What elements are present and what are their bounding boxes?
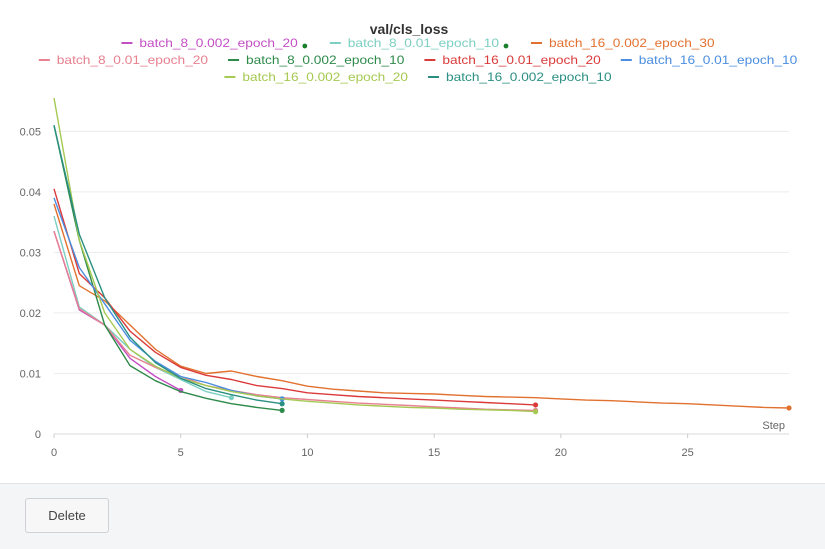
legend-label: batch_8_0.01_epoch_10 — [348, 36, 500, 50]
legend-item[interactable]: batch_8_0.002_epoch_20 — [121, 36, 308, 50]
x-tick-label: 5 — [178, 447, 184, 459]
y-axis: 0 0.01 0.02 0.03 0.04 0.05 — [20, 126, 41, 441]
series-end-point — [279, 407, 285, 413]
run-status-dot-icon — [302, 43, 308, 49]
legend-item[interactable]: batch_16_0.01_epoch_20 — [424, 53, 601, 67]
line-chart: val/cls_loss batch_8_0.002_epoch_20 batch… — [20, 21, 798, 459]
legend-label: batch_8_0.002_epoch_20 — [139, 36, 298, 50]
series-line-batch_16_0.002_epoch_10[interactable] — [53, 125, 283, 405]
legend-label: batch_16_0.01_epoch_10 — [639, 53, 798, 67]
legend-label: batch_8_0.01_epoch_20 — [57, 53, 209, 67]
chart-legend[interactable]: batch_8_0.002_epoch_20 batch_8_0.01_epoch… — [38, 36, 798, 84]
delete-button[interactable]: Delete — [25, 498, 109, 533]
legend-item[interactable]: batch_16_0.002_epoch_30 — [531, 36, 715, 50]
y-tick-label: 0.01 — [20, 368, 41, 380]
x-tick-label: 15 — [428, 447, 440, 459]
x-axis: 0 5 10 15 20 25 — [51, 434, 694, 459]
series-line-batch_16_0.01_epoch_20[interactable] — [53, 188, 536, 406]
x-axis-label: Step — [762, 420, 785, 432]
plot-lines[interactable] — [53, 97, 792, 415]
legend-label: batch_16_0.01_epoch_20 — [442, 53, 601, 67]
series-end-point — [786, 405, 792, 411]
legend-item[interactable]: batch_8_0.002_epoch_10 — [228, 53, 405, 67]
series-end-point — [228, 395, 235, 401]
footer-bar: Delete — [0, 483, 825, 549]
legend-label: batch_16_0.002_epoch_30 — [549, 36, 715, 50]
series-end-point — [532, 402, 539, 408]
legend-item[interactable]: batch_16_0.002_epoch_10 — [428, 70, 612, 84]
legend-item[interactable]: batch_16_0.002_epoch_20 — [224, 70, 408, 84]
legend-item[interactable]: batch_16_0.01_epoch_10 — [620, 53, 798, 67]
run-status-dot-icon — [503, 43, 509, 49]
legend-label: batch_16_0.002_epoch_20 — [242, 70, 408, 84]
series-line-batch_16_0.002_epoch_20[interactable] — [53, 97, 536, 413]
legend-item[interactable]: batch_8_0.01_epoch_10 — [329, 36, 509, 50]
y-tick-label: 0 — [35, 429, 41, 441]
series-line-batch_16_0.01_epoch_10[interactable] — [53, 197, 283, 400]
x-tick-label: 10 — [301, 447, 313, 459]
x-tick-label: 0 — [51, 447, 57, 459]
series-line-batch_8_0.002_epoch_10[interactable] — [53, 125, 283, 412]
y-tick-label: 0.02 — [20, 308, 41, 320]
x-tick-label: 25 — [681, 447, 693, 459]
legend-label: batch_8_0.002_epoch_10 — [246, 53, 405, 67]
y-tick-label: 0.03 — [20, 247, 41, 259]
series-line-batch_8_0.01_epoch_20[interactable] — [53, 230, 536, 412]
series-end-point — [279, 401, 285, 407]
y-tick-label: 0.04 — [20, 187, 41, 199]
legend-label: batch_16_0.002_epoch_10 — [446, 70, 612, 84]
x-tick-label: 20 — [555, 447, 567, 459]
gridlines — [54, 130, 789, 435]
series-end-point — [532, 409, 539, 415]
legend-item[interactable]: batch_8_0.01_epoch_20 — [38, 53, 209, 67]
y-tick-label: 0.05 — [20, 126, 41, 138]
chart-panel: val/cls_loss batch_8_0.002_epoch_20 batch… — [20, 21, 798, 459]
chart-title: val/cls_loss — [370, 21, 449, 37]
series-line-batch_16_0.002_epoch_30[interactable] — [53, 203, 790, 409]
